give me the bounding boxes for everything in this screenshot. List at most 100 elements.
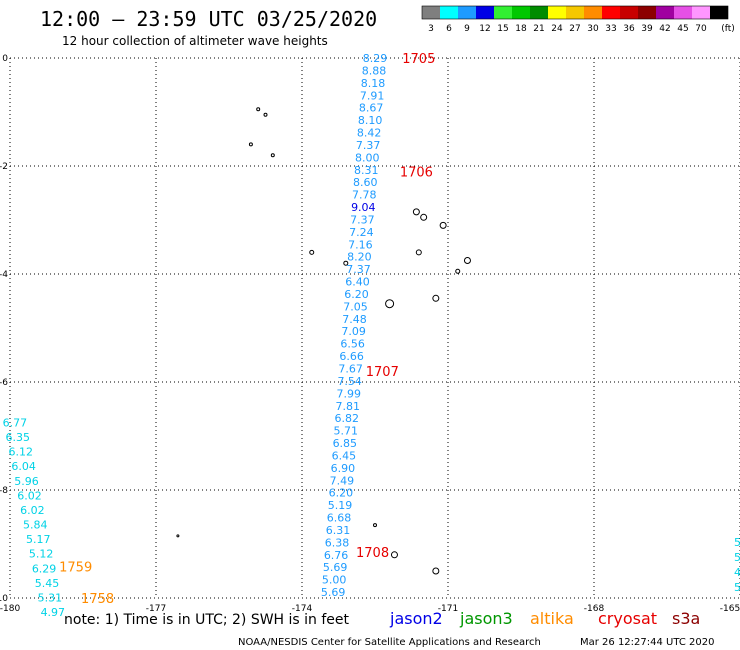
legend-label: 6 — [446, 24, 452, 34]
wave-height-label: 8.10 — [358, 114, 383, 127]
wave-height-label: 5.19 — [328, 499, 353, 512]
island-outline — [455, 268, 461, 274]
wave-height-label: 7.24 — [349, 226, 374, 239]
y-tick-label: -2 — [0, 162, 8, 172]
legend-label: 12 — [479, 24, 490, 34]
wave-height-label: 7.37 — [346, 263, 371, 276]
map-title: 12:00 – 23:59 UTC 03/25/2020 — [40, 7, 377, 31]
wave-height-label: 7.78 — [352, 189, 377, 202]
y-tick-label: 0 — [2, 54, 8, 64]
satellite-cryosat: cryosat — [598, 609, 657, 628]
footer-note: note: 1) Time is in UTC; 2) SWH is in fe… — [64, 612, 350, 628]
axis-ticks: -180 -177 -174 -171 -168 -165 0 -2 -4 -6 -8 -10 — [0, 54, 740, 614]
time-label: 1707 — [366, 365, 399, 380]
y-tick-label: -4 — [0, 270, 8, 280]
grid-lines — [9, 57, 740, 599]
wave-height-label: 8.18 — [361, 77, 386, 90]
legend-swatch — [440, 6, 458, 19]
wave-height-label: 8.20 — [347, 251, 372, 264]
map-area: -180 -177 -174 -171 -168 -165 0 -2 -4 -6 -8 -10 8.2… — [0, 52, 740, 619]
island-outline — [309, 249, 315, 255]
wave-height-label: 6.02 — [17, 489, 42, 502]
wave-height-label: 8.00 — [355, 151, 380, 164]
legend-label: 15 — [497, 24, 508, 34]
x-tick-label: -165 — [720, 604, 740, 614]
footer-credit: NOAA/NESDIS Center for Satellite Applica… — [238, 637, 541, 648]
wave-height-label: 7.09 — [341, 325, 366, 338]
legend-label: 21 — [533, 24, 544, 34]
legend-label: 45 — [677, 24, 688, 34]
wave-height-label: 6.68 — [327, 512, 352, 525]
legend-swatch — [620, 6, 638, 19]
island-outline — [270, 153, 275, 158]
wave-height-label: 6.02 — [20, 504, 45, 517]
track-cryosat: 8.298.888.187.918.678.108.427.378.008.31… — [321, 52, 435, 599]
wave-height-label: 8.29 — [363, 52, 388, 65]
wave-height-label: 6.77 — [3, 417, 28, 430]
legend-label: 27 — [569, 24, 580, 34]
wave-height-label: 8.42 — [357, 127, 382, 140]
legend-label: 33 — [605, 24, 616, 34]
time-label: 1759 — [59, 561, 92, 576]
wave-height-label: 5.69 — [323, 561, 348, 574]
island-outline — [176, 534, 180, 538]
footer-timestamp: Mar 26 12:27:44 UTC 2020 — [580, 637, 715, 648]
island-outline — [439, 221, 447, 229]
legend-swatch — [422, 6, 440, 19]
time-label: 1758 — [81, 592, 114, 607]
wave-height-label: 5.71 — [334, 425, 359, 438]
track-altika: 6.776.356.126.045.966.026.025.845.175.12… — [3, 417, 115, 620]
satellite-jason2: jason2 — [389, 609, 443, 628]
island-outline — [343, 260, 349, 266]
legend-swatch — [566, 6, 584, 19]
map-subtitle: 12 hour collection of altimeter wave hei… — [62, 34, 328, 48]
wave-height-label: 6.29 — [32, 562, 57, 575]
wave-height-label: 6.85 — [333, 437, 358, 450]
wave-height-label: 6.45 — [332, 449, 357, 462]
satellite-s3a: s3a — [672, 609, 700, 628]
island-outline — [432, 567, 440, 575]
wave-height-label: 5.69 — [321, 586, 346, 599]
island-outline — [390, 551, 398, 559]
legend-label: 42 — [659, 24, 670, 34]
legend-swatch — [476, 6, 494, 19]
wave-height-label: 6.20 — [329, 487, 354, 500]
legend-swatch — [638, 6, 656, 19]
legend-swatch — [674, 6, 692, 19]
wave-height-label: 7.91 — [360, 89, 385, 102]
x-tick-label: -168 — [584, 604, 605, 614]
island-outline — [432, 294, 440, 302]
wave-height-label: 4.97 — [41, 606, 66, 619]
island-outline — [412, 208, 420, 216]
island-outline — [415, 249, 422, 256]
legend-label: 70 — [695, 24, 707, 34]
edge-fragment: 5 — [734, 536, 740, 549]
wave-height-label: 5.12 — [29, 548, 54, 561]
wave-height-label: 7.05 — [343, 300, 368, 313]
wave-height-label: 6.40 — [345, 276, 370, 289]
y-tick-label: -6 — [0, 378, 8, 388]
wave-height-label: 8.67 — [359, 102, 384, 115]
x-tick-label: -180 — [0, 604, 20, 614]
wave-height-label: 7.37 — [356, 139, 381, 152]
time-label: 1708 — [356, 546, 389, 561]
color-legend: 3 6 9 12 15 18 21 24 27 30 33 36 39 42 45 70 (ft) — [421, 5, 735, 34]
wave-height-label: 6.31 — [326, 524, 351, 537]
wave-height-label: 7.48 — [342, 313, 367, 326]
legend-frame — [421, 5, 729, 20]
time-label: 1705 — [402, 52, 435, 67]
wave-height-label: 7.54 — [337, 375, 362, 388]
satellite-jason3: jason3 — [459, 609, 513, 628]
time-label: 1706 — [400, 165, 433, 180]
wave-height-label: 7.99 — [336, 387, 361, 400]
wave-height-label: 7.16 — [348, 238, 373, 251]
edge-fragment: 4 — [734, 566, 740, 579]
islands — [176, 107, 471, 575]
edge-fragments: 5 5 4 5 — [734, 536, 740, 594]
wave-height-label: 5.84 — [23, 519, 48, 532]
legend-label: 30 — [587, 24, 599, 34]
wave-height-label: 6.20 — [344, 288, 369, 301]
y-tick-label: -10 — [0, 594, 8, 604]
